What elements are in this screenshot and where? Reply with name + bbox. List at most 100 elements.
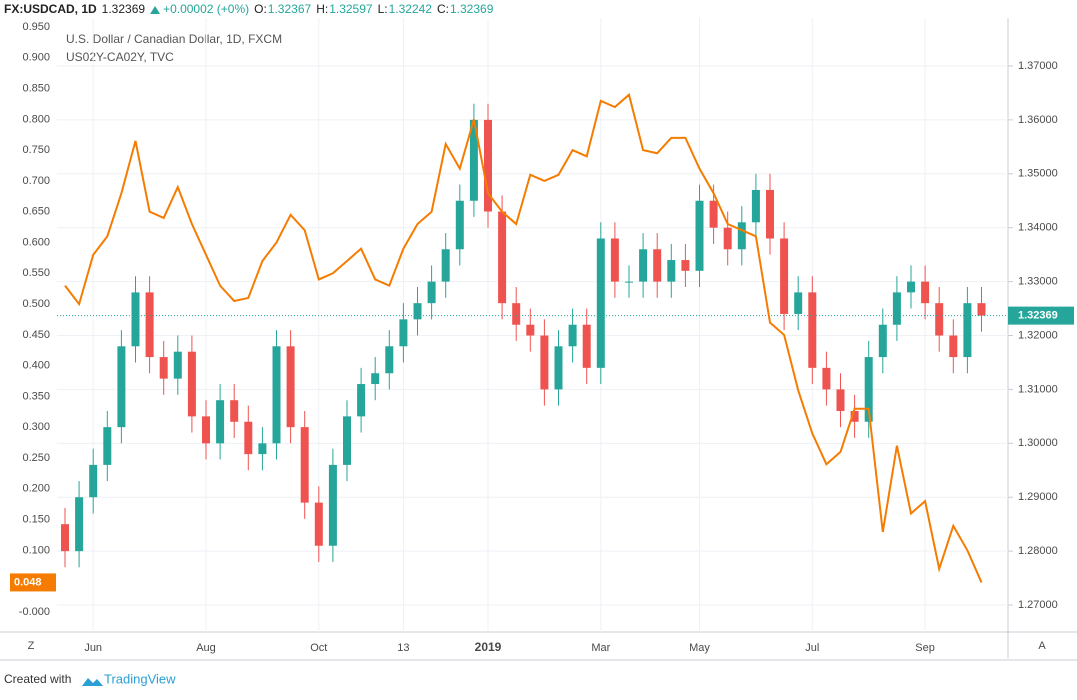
- y-tick-label: 0.400: [22, 360, 50, 372]
- candle-body: [751, 189, 760, 223]
- y-tick-label: 0.800: [22, 113, 50, 125]
- candle-body: [977, 303, 986, 316]
- candle-body: [314, 502, 323, 546]
- candle-body: [625, 281, 633, 283]
- value-box: [10, 573, 56, 592]
- header: FX:USDCAD, 1D 1.32369 +0.00002 (+0%) O: 1.32…: [4, 2, 494, 16]
- y-tick-label: 0.100: [22, 544, 50, 556]
- candle-body: [639, 249, 648, 282]
- candle-body: [300, 427, 309, 503]
- candle-body: [610, 238, 619, 282]
- candle-body: [554, 346, 563, 390]
- candle-body: [836, 389, 845, 411]
- candle-body: [681, 260, 690, 271]
- y-tick-label: 0.900: [22, 52, 50, 64]
- header-item: +0.00002 (+0%): [163, 2, 249, 16]
- candle-body: [794, 292, 803, 314]
- candle-body: [216, 400, 225, 444]
- y-tick-label: 0.300: [22, 421, 50, 433]
- candle-body: [244, 421, 253, 455]
- logo: [82, 678, 103, 686]
- y-tick-label: 0.850: [22, 82, 50, 94]
- y-tick-label: 0.700: [22, 175, 50, 187]
- candle-body: [357, 384, 366, 417]
- x-tick-label: Sep: [915, 642, 935, 654]
- header-item: L:: [378, 2, 388, 16]
- candle-body: [484, 119, 492, 212]
- y-tick-label: 0.250: [22, 452, 50, 464]
- candle-body: [596, 238, 605, 368]
- candle-body: [455, 200, 464, 250]
- y2-tick-label: 1.37000: [1018, 60, 1058, 72]
- y2-tick-label: 1.36000: [1018, 114, 1058, 126]
- header-item: H:: [316, 2, 328, 16]
- candle-body: [963, 303, 972, 358]
- y-tick-label: 0.450: [22, 329, 50, 341]
- x-tick-label: 13: [397, 642, 409, 654]
- candle-body: [766, 189, 774, 239]
- header-item: 1.32367: [268, 2, 312, 16]
- candle-body: [921, 281, 930, 304]
- x-tick-label: Mar: [591, 642, 610, 654]
- y2-tick-label: 1.32000: [1018, 329, 1058, 341]
- up-arrow: [150, 6, 161, 14]
- candle-body: [286, 346, 295, 428]
- x-tick-label: Oct: [310, 642, 327, 654]
- corner-label[interactable]: A: [1038, 640, 1046, 652]
- candle-body: [935, 303, 944, 336]
- candle-body: [427, 281, 436, 304]
- candle-body: [653, 249, 662, 282]
- candle-body: [173, 351, 182, 379]
- legend-main: U.S. Dollar / Canadian Dollar, 1D, FXCM: [66, 32, 282, 46]
- candle-body: [187, 351, 196, 417]
- candle-body: [892, 292, 901, 325]
- candle-body: [258, 443, 267, 455]
- candle-body: [230, 400, 239, 422]
- candle-body: [723, 227, 732, 250]
- footer-brand[interactable]: TradingView: [104, 671, 176, 686]
- y-tick-label: 0.750: [22, 144, 50, 156]
- candle-body: [328, 464, 337, 546]
- candle-body: [103, 427, 112, 465]
- candle-body: [864, 357, 873, 422]
- candle-body: [89, 464, 98, 498]
- y-tick-label: 0.200: [22, 483, 50, 495]
- candle-body: [822, 367, 831, 390]
- y-tick-label: 0.500: [22, 298, 50, 310]
- y2-tick-label: 1.34000: [1018, 222, 1058, 234]
- corner-label[interactable]: Z: [28, 640, 35, 652]
- y2-tick-label: 1.30000: [1018, 437, 1058, 449]
- y2-tick-label: 1.33000: [1018, 276, 1058, 288]
- y2-tick-label: 1.35000: [1018, 168, 1058, 180]
- x-tick-label: Jul: [805, 642, 819, 654]
- candle-body: [371, 373, 380, 385]
- candle-body: [540, 335, 549, 390]
- candle-body: [272, 346, 281, 444]
- header-item: C:: [437, 2, 449, 16]
- header-item: 1.32369: [450, 2, 494, 16]
- candle-body: [667, 260, 676, 282]
- candle-body: [441, 249, 450, 282]
- candle-body: [131, 292, 140, 347]
- y-tick-label: 0.950: [22, 21, 50, 33]
- y2-tick-label: 1.28000: [1018, 545, 1058, 557]
- candle-body: [498, 211, 507, 304]
- y2-tick-label: 1.27000: [1018, 599, 1058, 611]
- candle-body: [850, 410, 859, 422]
- candle-body: [949, 335, 958, 358]
- candle-body: [385, 346, 394, 374]
- candle-body: [343, 416, 351, 465]
- candle-body: [159, 357, 168, 379]
- price-label: 1.32369: [1018, 310, 1058, 322]
- candle-body: [145, 292, 154, 358]
- candle-body: [568, 324, 577, 347]
- x-tick-label: May: [689, 642, 710, 654]
- y2-tick-label: 1.29000: [1018, 491, 1058, 503]
- header-item: 1.32242: [389, 2, 433, 16]
- y-tick-label: 0.650: [22, 206, 50, 218]
- candle-body: [808, 292, 817, 368]
- candle-body: [202, 416, 210, 444]
- header-item: 1.32369: [102, 2, 146, 16]
